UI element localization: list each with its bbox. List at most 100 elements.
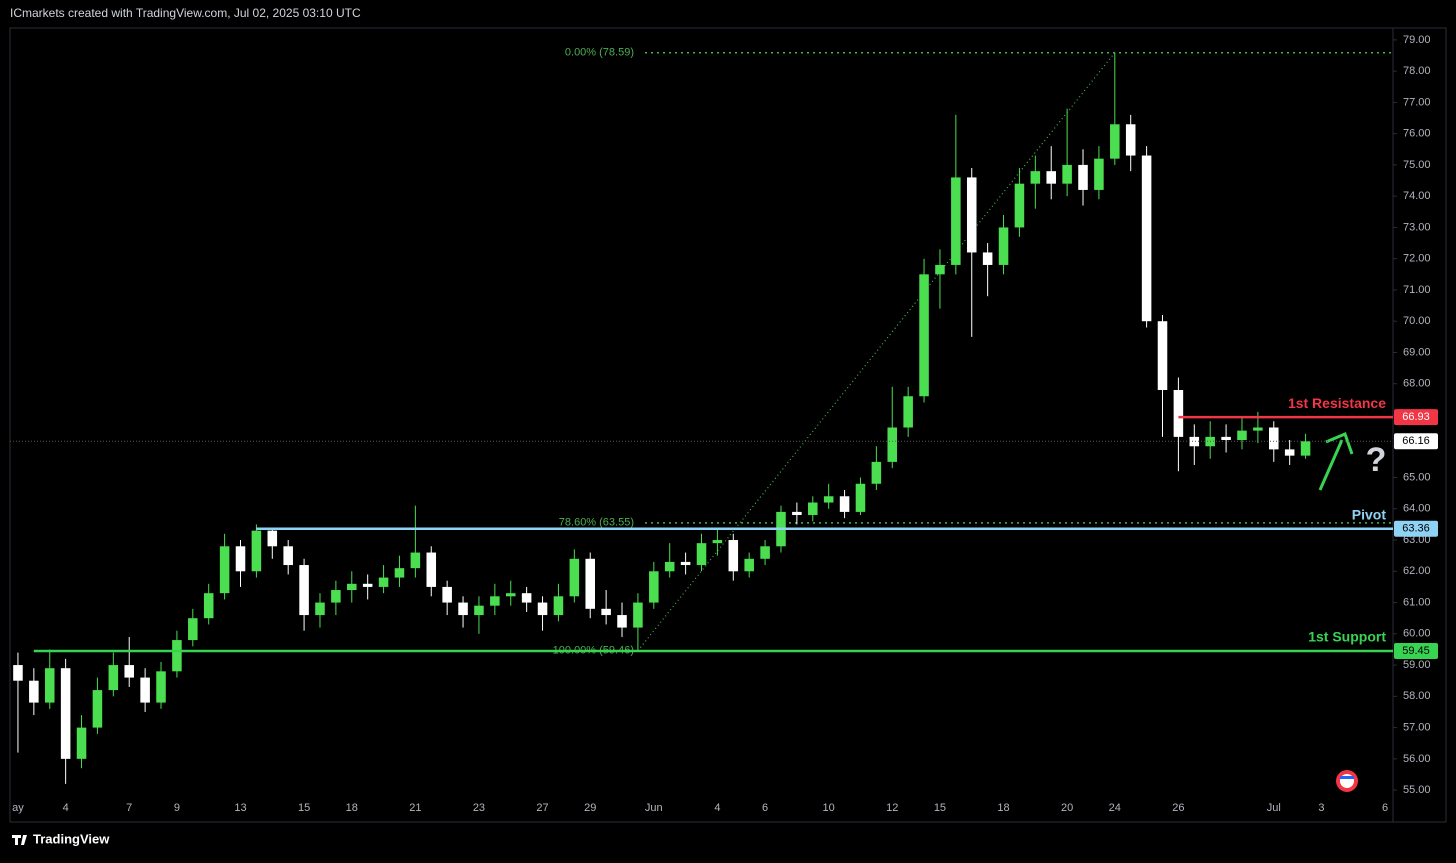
level-name: 1st Support [1308, 629, 1386, 645]
y-tick-label: 56.00 [1403, 753, 1431, 765]
candle-body [553, 596, 564, 616]
candle-body [1030, 171, 1041, 184]
last-price-label: 66.16 [1402, 435, 1430, 447]
y-tick-label: 76.00 [1403, 128, 1431, 140]
candle-body [887, 427, 898, 462]
level-box [1394, 409, 1438, 426]
x-tick-label: 15 [298, 802, 310, 814]
x-tick-label: ay [12, 802, 24, 814]
y-tick-label: 69.00 [1403, 346, 1431, 358]
level-box [1394, 520, 1438, 537]
candle-body [188, 618, 198, 641]
y-tick-label: 59.00 [1403, 659, 1431, 671]
level-value: 66.93 [1402, 411, 1430, 423]
candle-body [1014, 183, 1025, 228]
candle-body [808, 502, 818, 516]
source: TradingView [33, 831, 110, 846]
candle-body [712, 540, 723, 544]
candle-body [29, 680, 39, 703]
y-tick-label: 57.00 [1403, 722, 1431, 734]
y-tick-label: 72.00 [1403, 253, 1431, 265]
candle-body [378, 577, 389, 587]
candle-body [140, 677, 150, 703]
candle-body [1094, 158, 1104, 190]
candle-body [1125, 124, 1136, 156]
level-value: 63.36 [1402, 523, 1430, 535]
candle-body [1157, 321, 1168, 390]
candle-body [490, 596, 500, 606]
candle-body [124, 665, 134, 678]
x-tick-label: 18 [346, 802, 358, 814]
candle-body [1253, 427, 1263, 431]
x-tick-label: Jul [1267, 802, 1281, 814]
y-tick-label: 70.00 [1403, 315, 1431, 327]
candle-body [60, 668, 71, 759]
candle-body [680, 561, 691, 566]
candle-body [347, 583, 357, 591]
candle-body [521, 593, 532, 603]
candle-body [44, 668, 55, 703]
candle-body [1110, 124, 1120, 159]
candle-body [649, 571, 659, 603]
candle-body [108, 665, 119, 691]
candle-body [744, 558, 754, 572]
x-tick-label: 4 [63, 802, 69, 814]
candle-body [13, 665, 23, 681]
x-tick-label: Jun [645, 802, 663, 814]
candle-body [919, 274, 929, 397]
candle-body [823, 496, 834, 503]
candle-body [235, 546, 246, 572]
level-name: 1st Resistance [1288, 395, 1386, 411]
frame [9, 27, 1447, 823]
x-tick-label: 6 [1382, 802, 1388, 814]
candle-body [1221, 436, 1231, 441]
logo [12, 835, 27, 845]
candle-body [299, 565, 309, 616]
y-tick-label: 73.00 [1403, 221, 1431, 233]
x-tick-label: 13 [234, 802, 246, 814]
candle-body [76, 727, 87, 759]
y-tick-label: 74.00 [1403, 190, 1431, 202]
level-box [1394, 643, 1438, 660]
header: ICmarkets created with TradingView.com, … [10, 6, 361, 20]
candle-body [1300, 441, 1311, 456]
y-tick-label: 63.00 [1403, 534, 1431, 546]
svg-text:?: ? [1366, 441, 1387, 479]
candle-body [633, 602, 643, 628]
fib-label: 0.00% (78.59) [565, 47, 634, 59]
candle-body [156, 671, 166, 703]
flag-icon [1336, 770, 1358, 792]
candle-body [569, 558, 580, 597]
x-tick-label: 7 [126, 802, 132, 814]
y-tick-label: 71.00 [1403, 284, 1431, 296]
x-tick-label: 15 [934, 802, 946, 814]
x-tick-label: 10 [823, 802, 835, 814]
candle-body [474, 605, 484, 616]
candle-body [410, 552, 421, 569]
candle-body [601, 608, 611, 616]
candle-body [1173, 389, 1184, 437]
last-price-box [1394, 433, 1438, 450]
candle-body [839, 496, 850, 512]
candle-body [1078, 164, 1088, 190]
candle-body [1284, 449, 1295, 456]
candle-body [315, 602, 325, 616]
x-tick-label: 29 [584, 802, 596, 814]
x-tick-label: 20 [1061, 802, 1073, 814]
y-tick-label: 64.00 [1403, 503, 1431, 515]
x-tick-label: 21 [409, 802, 421, 814]
fib-label: 78.60% (63.55) [559, 517, 634, 529]
candle-body [871, 461, 882, 484]
x-tick-label: 24 [1109, 802, 1121, 814]
candle-body [998, 227, 1009, 265]
candle-body [251, 530, 262, 572]
candle-body [426, 552, 437, 587]
x-tick-label: 4 [714, 802, 720, 814]
y-tick-label: 58.00 [1403, 690, 1431, 702]
x-tick-label: 3 [1318, 802, 1324, 814]
candle-body [1046, 171, 1056, 184]
y-tick-label: 79.00 [1403, 34, 1431, 46]
y-tick-label: 55.00 [1403, 784, 1431, 796]
